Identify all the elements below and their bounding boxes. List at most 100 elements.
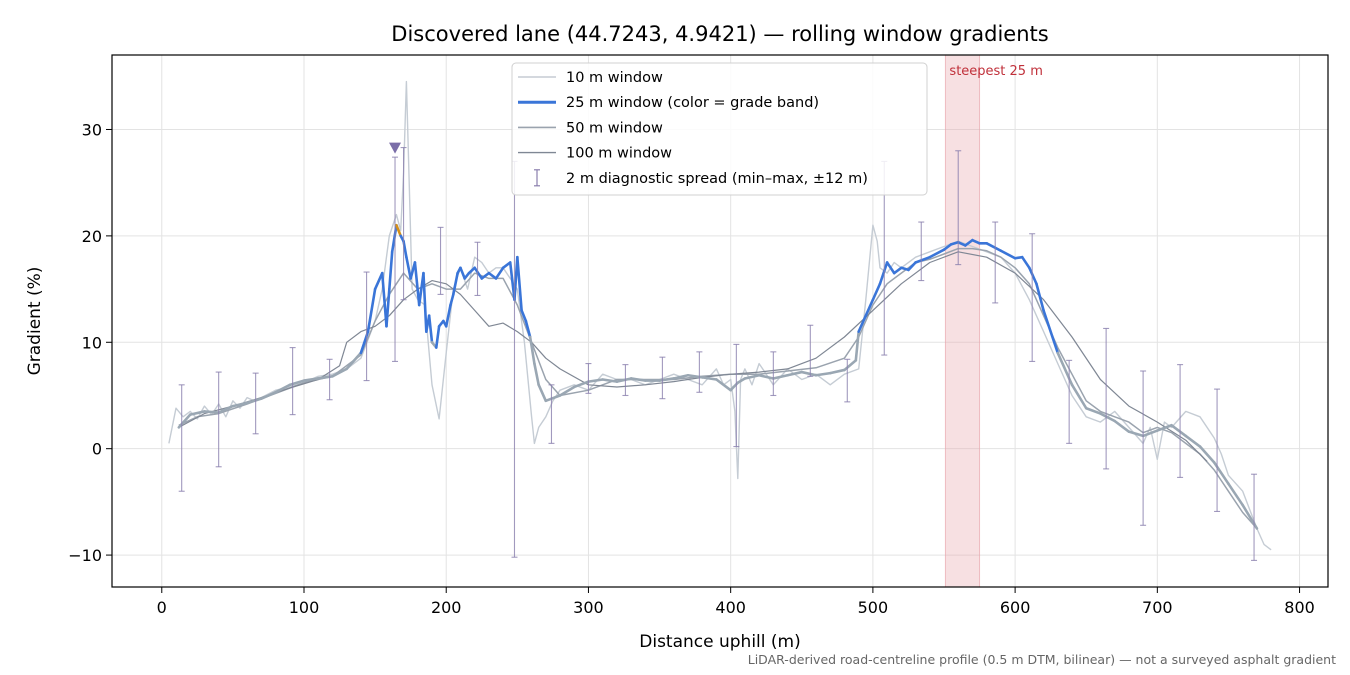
- y-tick-label-4: 30: [82, 120, 102, 139]
- series-25m-segment-16: [380, 271, 388, 328]
- series-25m-segment-31: [434, 325, 441, 349]
- series-25m-segment-99: [1035, 282, 1045, 312]
- footnote: LiDAR-derived road-centreline profile (0…: [748, 652, 1336, 667]
- spread-bar-17: [770, 351, 777, 397]
- series-25m-segment-17: [385, 287, 391, 328]
- spread-bar-6: [392, 156, 399, 362]
- spread-bar-19: [844, 358, 851, 403]
- y-axis-label: Gradient (%): [25, 267, 45, 376]
- x-tick-label-7: 700: [1142, 598, 1173, 617]
- series-25m-segment-72: [786, 370, 804, 377]
- legend-label-4: 2 m diagnostic spread (min–max, ±12 m): [566, 171, 868, 187]
- x-axis-label: Distance uphill (m): [639, 632, 800, 652]
- y-tick-label-0: −10: [68, 546, 102, 565]
- series-25m-segment-91: [964, 238, 974, 247]
- series-25m-segment-1: [188, 410, 206, 416]
- spread-bar-28: [1177, 364, 1184, 478]
- max-marker-layer: [389, 142, 402, 154]
- series-25m-segment-35: [449, 293, 455, 307]
- spread-bar-3: [289, 347, 296, 416]
- x-tick-label-5: 500: [858, 598, 889, 617]
- spread-bar-24: [1029, 233, 1036, 362]
- series-25m-segment-70: [757, 373, 775, 380]
- series-25m-segment-42: [480, 271, 491, 280]
- max-marker-triangle: [389, 142, 402, 154]
- spread-bar-30: [1251, 473, 1258, 561]
- series-25m-segment-0: [177, 413, 192, 429]
- series-25m-segment-71: [772, 373, 789, 380]
- series-25m-segment-100: [1042, 309, 1060, 355]
- series-25m-segment-82: [885, 261, 896, 275]
- series-25m-segment-81: [878, 261, 889, 286]
- steepest-band: steepest 25 m: [944, 54, 1043, 588]
- series-25m-segment-59: [615, 377, 633, 383]
- series-25m-segment-109: [1170, 423, 1188, 438]
- x-tick-label-4: 400: [715, 598, 746, 617]
- series-25m-segment-98: [1028, 266, 1038, 286]
- legend-label-2: 50 m window: [566, 120, 663, 136]
- x-axis-ticks: 0 100 200 300 400 500 600 700 800: [157, 587, 1315, 617]
- diagnostic-spread-layer: [178, 147, 1258, 561]
- series-25m-segment-111: [1198, 445, 1216, 464]
- series-25m-segment-57: [587, 378, 604, 383]
- x-tick-label-6: 600: [1000, 598, 1031, 617]
- y-tick-label-2: 10: [82, 333, 102, 352]
- series-25m-segment-34: [444, 303, 452, 328]
- series-25m-segment-53: [537, 383, 548, 403]
- series-25m-segment-66: [715, 378, 732, 392]
- axes: [111, 54, 1329, 588]
- series-25m-segment-36: [452, 271, 459, 296]
- series-25m-segment-55: [558, 385, 576, 397]
- series-25m-segment-11: [331, 367, 348, 378]
- series-25m-segment-3: [217, 404, 235, 414]
- series-25m-segment-50: [524, 319, 532, 339]
- spread-bar-29: [1214, 388, 1221, 513]
- legend-label-1: 25 m window (color = grade band): [566, 95, 819, 111]
- series-25m-segment-108: [1156, 423, 1173, 432]
- series-25m-segment-58: [601, 378, 619, 383]
- series-25m-segment-69: [743, 373, 761, 380]
- series-25m-segment-43: [487, 271, 498, 280]
- chart-title: Discovered lane (44.7243, 4.9421) — roll…: [391, 22, 1048, 46]
- y-axis-ticks: −10 0 10 20 30: [68, 120, 112, 565]
- series-25m-segment-87: [928, 248, 946, 259]
- series-25m-segment-38: [459, 266, 467, 280]
- series-25m-segment-51: [528, 335, 536, 365]
- series-25m-segment-20: [395, 223, 403, 238]
- spread-bar-12: [585, 363, 592, 394]
- legend: 10 m window 25 m window (color = grade ba…: [511, 62, 928, 196]
- series-25m-segment-15: [373, 271, 384, 291]
- spread-bar-21: [918, 221, 925, 282]
- series-25m-segment-105: [1113, 419, 1131, 433]
- series-25m-segment-60: [629, 377, 647, 382]
- steepest-band-rect: [944, 54, 981, 588]
- series-25m-segment-2: [203, 410, 220, 414]
- spread-bar-15: [696, 351, 703, 393]
- series-25m-segment-104: [1099, 412, 1116, 423]
- steepest-band-label: steepest 25 m: [949, 64, 1042, 79]
- spread-bar-26: [1103, 327, 1110, 470]
- series-25m-segment-73: [800, 370, 818, 377]
- series-25m-segment-113: [1227, 482, 1244, 507]
- series-25m-segment-107: [1141, 429, 1159, 438]
- series-25m-segment-19: [390, 223, 398, 254]
- legend-label-0: 10 m window: [566, 70, 663, 86]
- series-25m-segment-65: [700, 376, 718, 381]
- y-tick-label-3: 20: [82, 227, 102, 246]
- series-25m-segment-75: [828, 368, 846, 375]
- x-tick-label-3: 300: [573, 598, 604, 617]
- series-25m-segment-48: [516, 255, 523, 312]
- series-25m-segment-9: [302, 377, 320, 382]
- series-25m-segment-63: [672, 373, 690, 380]
- spread-bar-1: [215, 371, 222, 468]
- series-25m-segment-74: [814, 371, 832, 377]
- spread-bar-5: [363, 271, 370, 382]
- series-25m-segment-68: [736, 377, 747, 385]
- x-tick-label-2: 200: [431, 598, 462, 617]
- series-25m-segment-83: [892, 266, 903, 275]
- series-25m-segment-6: [260, 390, 277, 400]
- legend-box: [511, 62, 928, 196]
- spread-bar-4: [326, 358, 333, 401]
- series-25m-segment-97: [1020, 255, 1031, 270]
